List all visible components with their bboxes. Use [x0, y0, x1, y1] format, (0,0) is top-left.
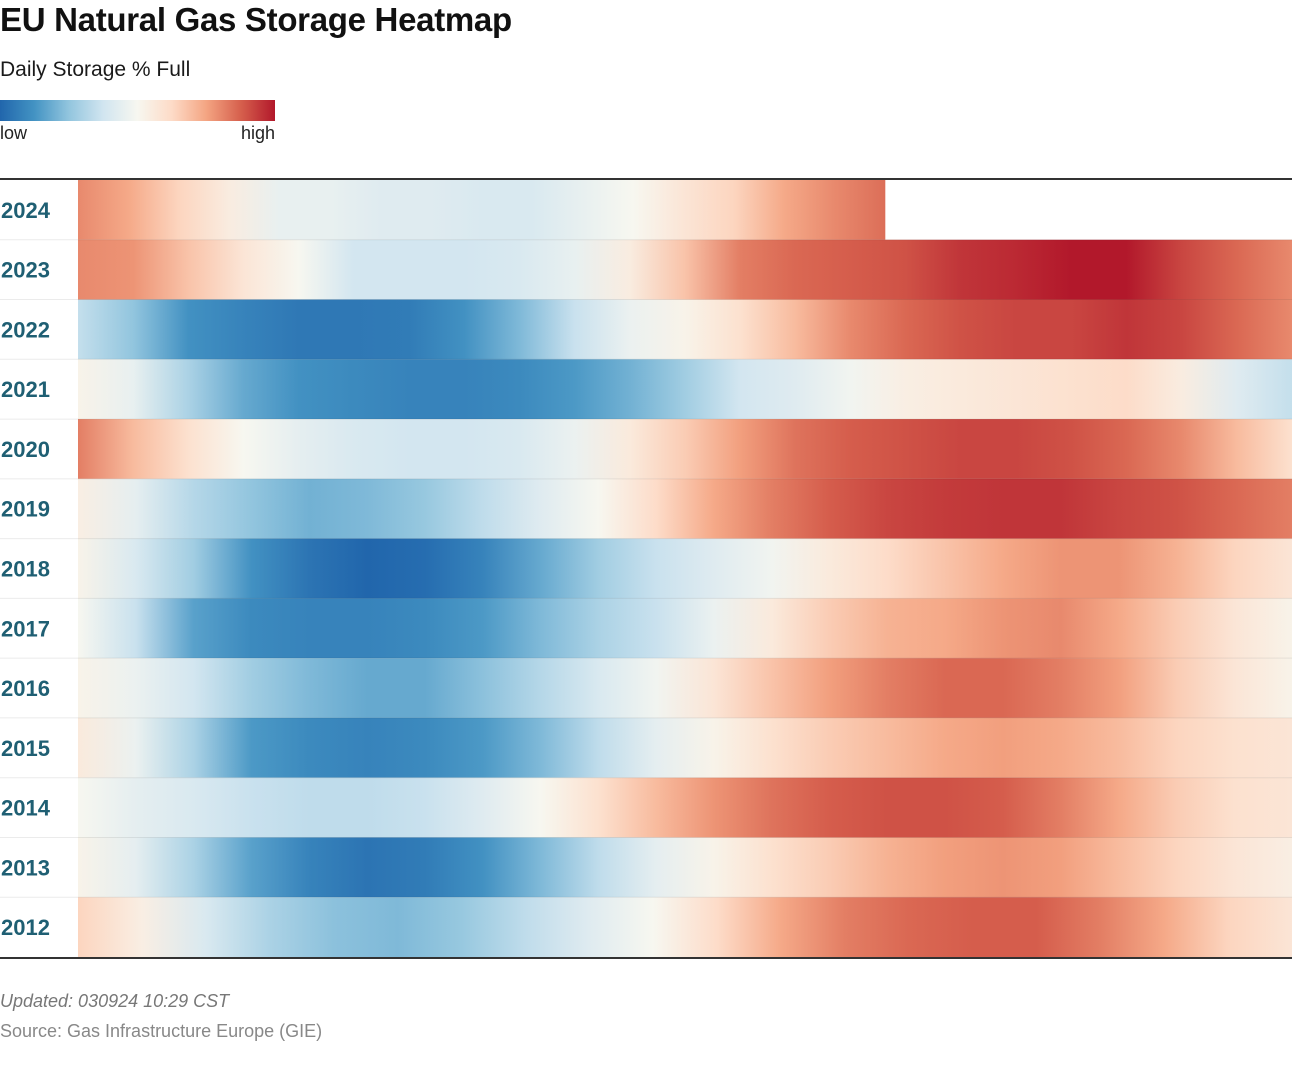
heatmap-row-2023 — [78, 239, 1292, 300]
updated-note: Updated: 030924 10:29 CST — [0, 991, 230, 1011]
chart-title: EU Natural Gas Storage Heatmap — [0, 1, 512, 38]
source-note: Source: Gas Infrastructure Europe (GIE) — [0, 1021, 323, 1041]
legend-low-label: low — [0, 123, 28, 143]
heatmap-row-2018 — [78, 538, 1292, 599]
legend-gradient-bar — [0, 100, 275, 121]
year-label-2024: 2024 — [1, 198, 51, 223]
year-label-2022: 2022 — [1, 317, 50, 342]
year-label-2018: 2018 — [1, 557, 50, 582]
year-label-2013: 2013 — [1, 855, 50, 880]
heatmap-row-2013 — [78, 837, 1292, 898]
legend-high-label: high — [240, 123, 275, 143]
year-label-2014: 2014 — [1, 796, 51, 821]
year-label-2020: 2020 — [1, 437, 50, 462]
heatmap-row-2022 — [78, 299, 1292, 360]
heatmap-row-2019 — [78, 478, 1292, 539]
chart-subtitle: Daily Storage % Full — [0, 58, 191, 81]
heatmap-row-2020 — [78, 419, 1292, 479]
color-legend: low high — [0, 100, 275, 145]
year-label-2021: 2021 — [1, 377, 50, 402]
heatmap-row-2017 — [78, 598, 1292, 659]
heatmap-chart: 2024 2023 2022 2021 2020 2019 2018 2017 2016 2015… — [0, 178, 1292, 959]
year-label-2019: 2019 — [1, 497, 50, 522]
heatmap-row-2021 — [78, 359, 1292, 420]
heatmap-row-2024 — [78, 180, 886, 240]
year-label-2016: 2016 — [1, 676, 50, 701]
year-label-2023: 2023 — [1, 258, 50, 283]
heatmap-row-2014 — [78, 777, 1292, 838]
year-label-2012: 2012 — [1, 915, 50, 940]
heatmap-row-2016 — [78, 658, 1292, 718]
heatmap-row-2012 — [78, 897, 1292, 957]
year-label-2015: 2015 — [1, 736, 50, 761]
year-label-2017: 2017 — [1, 616, 50, 641]
heatmap-row-2015 — [78, 717, 1292, 778]
